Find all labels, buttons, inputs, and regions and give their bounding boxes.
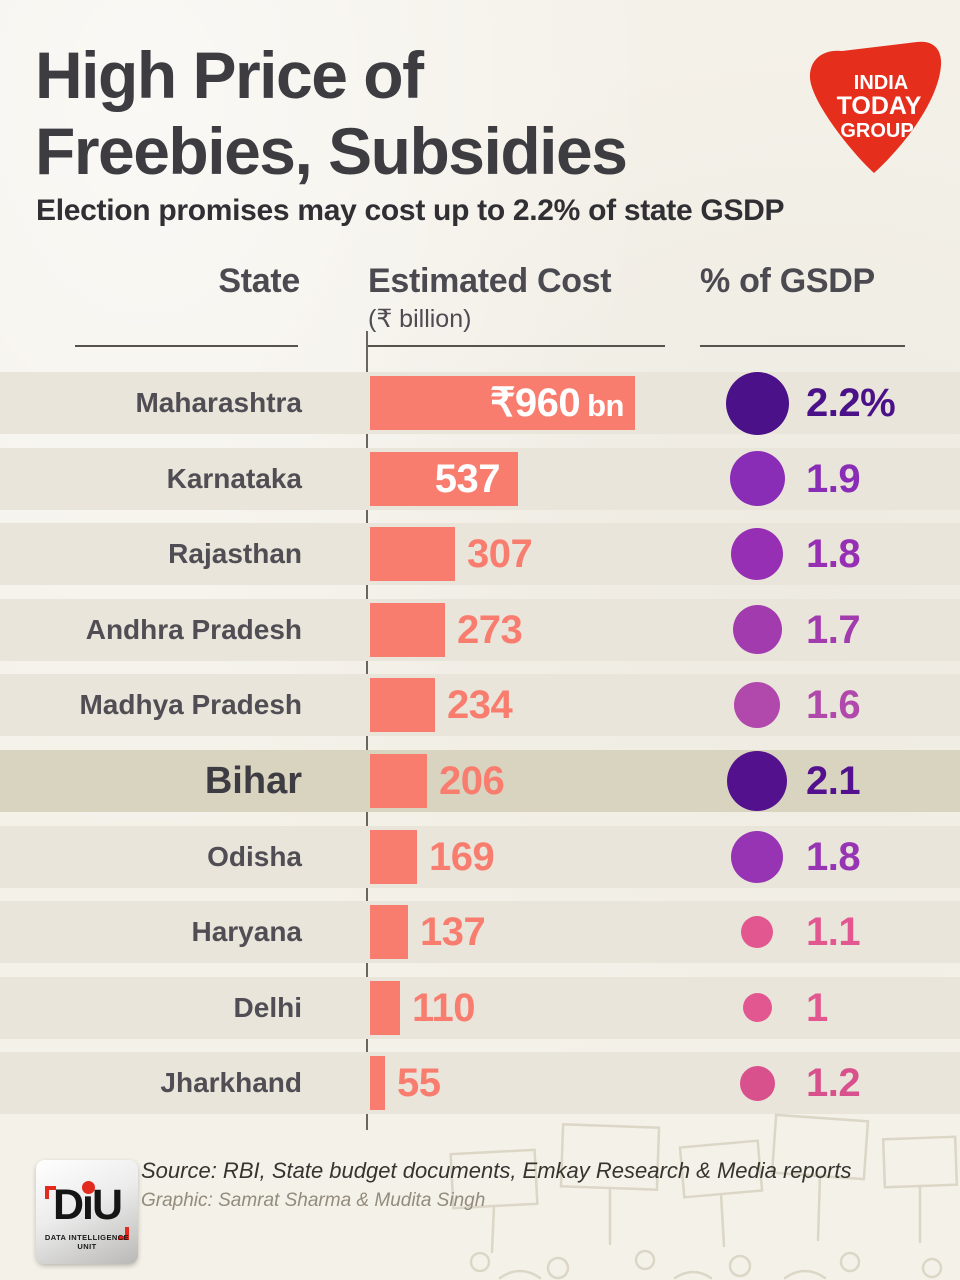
column-header-pct-gsdp: % of GSDP: [700, 262, 875, 300]
table-row-andhra-pradesh: Andhra Pradesh 273 1.7: [0, 598, 960, 661]
gsdp-value-label: 2.2%: [806, 381, 896, 425]
cost-value-label: 307: [467, 532, 533, 577]
credit-text: Graphic: Samrat Sharma & Mudita Singh: [141, 1190, 486, 1211]
row-band: [0, 674, 960, 737]
state-label: Jharkhand: [160, 1067, 302, 1099]
header-rule-state: [75, 345, 298, 347]
page-title-line1: High Price of: [35, 38, 424, 112]
diu-bracket-bottom-right: [118, 1227, 129, 1240]
cost-bar: 273: [370, 602, 523, 657]
cost-bar: 234: [370, 678, 513, 733]
column-header-estimated-cost: Estimated Cost: [368, 262, 612, 300]
gsdp-value-label: 1.1: [806, 910, 861, 955]
table-row-karnataka: Karnataka 537 1.9: [0, 447, 960, 510]
diu-tagline: DATA INTELLIGENCE UNIT: [44, 1233, 130, 1251]
gsdp-value-label: 1.9: [806, 456, 861, 501]
state-label: Rajasthan: [168, 538, 302, 570]
table-row-madhya-pradesh: Madhya Pradesh 234 1.6: [0, 674, 960, 737]
cost-value-label: 137: [420, 910, 486, 955]
gsdp-bubble: [727, 751, 787, 811]
state-label: Delhi: [233, 991, 302, 1023]
diu-red-dot-icon: [82, 1181, 95, 1194]
table-row-haryana: Haryana 137 1.1: [0, 901, 960, 964]
cost-bar: 169: [370, 829, 495, 884]
gsdp-bubble: [734, 682, 780, 729]
gsdp-value-label: 1.2: [806, 1061, 861, 1106]
state-label: Maharashtra: [135, 387, 302, 418]
gsdp-bubble: [725, 371, 789, 435]
cost-bar: 206: [370, 754, 505, 808]
row-band: [0, 901, 960, 964]
row-band: [0, 976, 960, 1039]
cost-bar: 55: [370, 1056, 441, 1111]
gsdp-value-label: 1.7: [806, 607, 861, 652]
state-label: Bihar: [204, 760, 302, 802]
gsdp-bubble: [732, 605, 782, 655]
cost-value-label: 169: [429, 834, 495, 879]
diu-bracket-top-left: [45, 1186, 56, 1199]
cost-value-label: 110: [412, 985, 476, 1030]
row-band: [0, 1052, 960, 1115]
table-row-delhi: Delhi 110 1: [0, 976, 960, 1039]
header-rule-cost: [366, 345, 665, 347]
logo-text-group: GROUP: [840, 120, 913, 142]
header-rule-gsdp: [700, 345, 905, 347]
state-label: Karnataka: [166, 462, 302, 494]
cost-unit-suffix: bn: [587, 388, 624, 423]
cost-bar: 110: [370, 980, 476, 1035]
state-label: Andhra Pradesh: [85, 613, 302, 645]
gsdp-bubble: [739, 1065, 775, 1101]
table-row-odisha: Odisha 169 1.8: [0, 825, 960, 888]
table-row-bihar: Bihar 206 2.1: [0, 750, 960, 812]
cost-value-label: 234: [447, 683, 513, 728]
gsdp-value-label: 2.1: [806, 759, 861, 803]
cost-bar: 537: [370, 451, 518, 506]
gsdp-bubble: [731, 830, 783, 883]
cost-value-label: 273: [457, 607, 523, 652]
state-label: Odisha: [207, 840, 302, 872]
gsdp-bubble: [742, 993, 772, 1023]
gsdp-value-label: 1.8: [806, 532, 861, 577]
row-band-highlighted: [0, 750, 960, 812]
state-label: Madhya Pradesh: [79, 689, 302, 721]
gsdp-value-label: 1.8: [806, 834, 861, 879]
table-row-rajasthan: Rajasthan 307 1.8: [0, 523, 960, 586]
logo-text-today: TODAY: [837, 92, 922, 120]
cost-value-label: 55: [397, 1061, 441, 1106]
diu-logo: DiU DATA INTELLIGENCE UNIT: [36, 1160, 138, 1264]
logo-text-india: INDIA: [854, 72, 908, 94]
table-row-maharashtra: Maharashtra ₹960 bn 2.2%: [0, 371, 960, 435]
gsdp-bubble: [741, 916, 773, 949]
gsdp-value-label: 1.6: [806, 683, 861, 728]
table-row-jharkhand: Jharkhand 55 1.2: [0, 1052, 960, 1115]
gsdp-bubble: [729, 451, 785, 507]
page-title-line2: Freebies, Subsidies: [35, 114, 628, 188]
cost-value-label: ₹960 bn: [489, 381, 625, 425]
column-header-state: State: [218, 262, 300, 300]
gsdp-bubble: [731, 528, 783, 581]
row-band: [0, 825, 960, 888]
state-label: Haryana: [191, 916, 302, 948]
column-header-cost-unit: (₹ billion): [368, 305, 472, 333]
source-text: Source: RBI, State budget documents, Emk…: [141, 1158, 852, 1183]
cost-value-label: 206: [439, 759, 505, 803]
cost-value-label: 537: [434, 456, 501, 501]
row-band: [0, 598, 960, 661]
cost-bar: 307: [370, 527, 533, 582]
cost-bar: 137: [370, 905, 486, 960]
protest-crowd-sketch: [449, 1113, 959, 1280]
page-subtitle: Election promises may cost up to 2.2% of…: [36, 194, 785, 227]
row-band: [0, 523, 960, 586]
india-today-group-logo-icon: INDIA TODAY GROUP: [809, 41, 942, 174]
gsdp-value-label: 1: [806, 985, 828, 1030]
cost-bar: ₹960 bn: [370, 376, 635, 430]
